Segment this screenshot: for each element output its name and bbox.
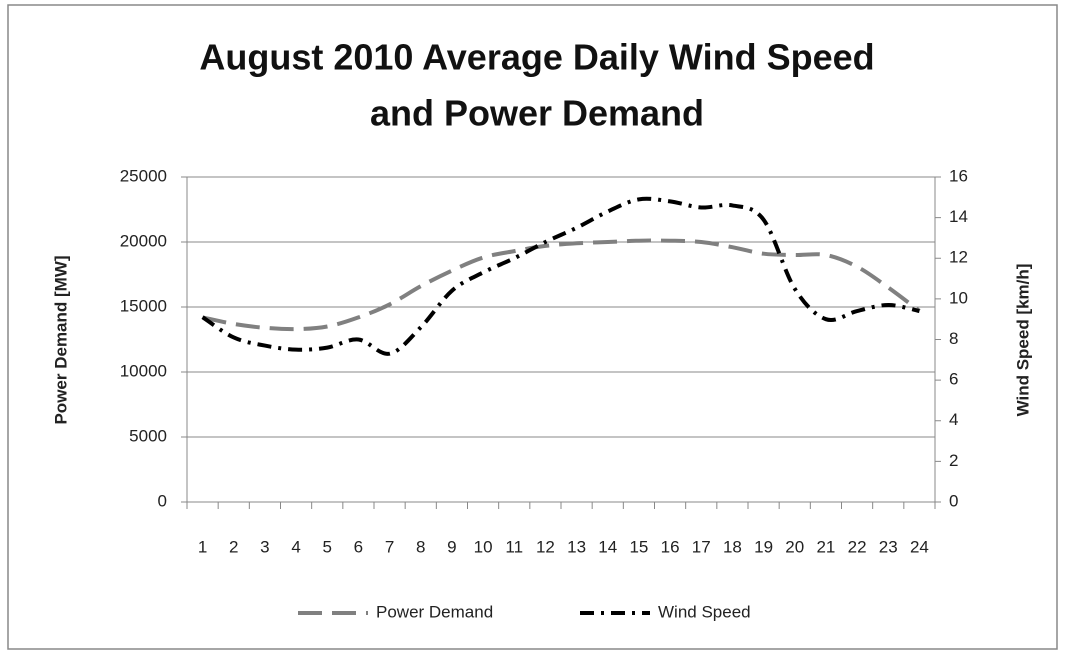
legend-label: Wind Speed	[658, 602, 751, 621]
chart-frame	[7, 4, 1058, 650]
x-tick-label: 2	[229, 537, 238, 556]
x-tick-label: 21	[816, 537, 835, 556]
x-tick-label: 5	[323, 537, 332, 556]
y2-tick-label: 8	[949, 329, 958, 348]
x-tick-label: 4	[291, 537, 300, 556]
x-tick-label: 23	[879, 537, 898, 556]
x-tick-label: 19	[754, 537, 773, 556]
y-tick-label: 10000	[120, 361, 167, 380]
x-tick-label: 16	[661, 537, 680, 556]
y-tick-label: 25000	[120, 166, 167, 185]
x-tick-label: 6	[354, 537, 363, 556]
chart-title: August 2010 Average Daily Wind Speed	[199, 37, 874, 78]
y2-tick-label: 14	[949, 207, 968, 226]
x-tick-label: 12	[536, 537, 555, 556]
y2-tick-label: 16	[949, 166, 968, 185]
x-tick-label: 8	[416, 537, 425, 556]
chart-title: and Power Demand	[370, 93, 704, 134]
x-tick-label: 18	[723, 537, 742, 556]
y-axis-title: Power Demand [MW]	[51, 255, 70, 424]
x-tick-label: 9	[447, 537, 456, 556]
y2-tick-label: 10	[949, 288, 968, 307]
y2-tick-label: 12	[949, 248, 968, 267]
x-tick-label: 11	[505, 537, 523, 556]
x-tick-label: 13	[567, 537, 586, 556]
y2-tick-label: 4	[949, 410, 958, 429]
x-tick-label: 7	[385, 537, 394, 556]
x-tick-label: 17	[692, 537, 711, 556]
y2-tick-label: 0	[949, 491, 958, 510]
y-tick-label: 15000	[120, 296, 167, 315]
y2-axis-title: Wind Speed [km/h]	[1013, 264, 1032, 417]
y-tick-label: 0	[158, 491, 167, 510]
y2-tick-label: 2	[949, 451, 958, 470]
y-tick-label: 5000	[129, 426, 167, 445]
x-tick-label: 1	[198, 537, 207, 556]
x-tick-label: 22	[848, 537, 867, 556]
y2-tick-label: 6	[949, 370, 958, 389]
x-tick-label: 14	[598, 537, 617, 556]
x-tick-label: 15	[629, 537, 648, 556]
x-tick-label: 20	[785, 537, 804, 556]
legend-label: Power Demand	[376, 602, 493, 621]
x-tick-label: 10	[474, 537, 493, 556]
y-tick-label: 20000	[120, 231, 167, 250]
series-line	[201, 196, 920, 356]
series-line	[202, 238, 921, 332]
x-tick-label: 24	[910, 537, 929, 556]
x-tick-label: 3	[260, 537, 269, 556]
